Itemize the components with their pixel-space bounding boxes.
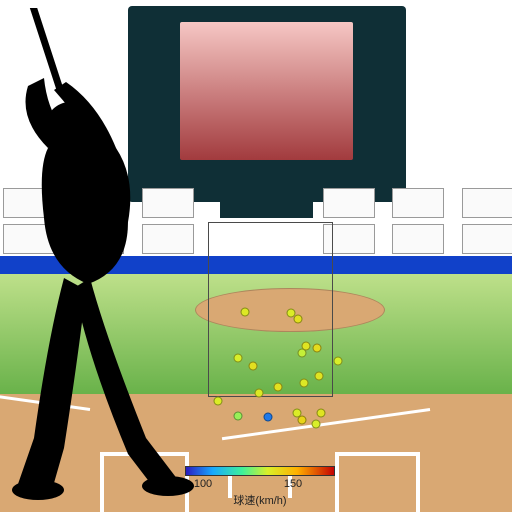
pitch-dot: [334, 357, 343, 366]
pitch-dot: [234, 412, 243, 421]
speed-colorbar: [185, 466, 335, 476]
pitch-dot: [241, 308, 250, 317]
pitch-dot: [315, 372, 324, 381]
pitch-dot: [249, 362, 258, 371]
pitch-dot: [312, 420, 321, 429]
pitch-dot: [313, 344, 322, 353]
pitch-dot: [234, 354, 243, 363]
colorbar-tick: 100: [194, 478, 212, 490]
pitch-dot: [298, 416, 307, 425]
pitch-dot: [255, 389, 264, 398]
scoreboard-stem: [220, 176, 313, 218]
pitch-dot: [317, 409, 326, 418]
speed-colorbar-label: 球速(km/h): [233, 492, 286, 508]
pitch-dot: [274, 383, 283, 392]
pitch-dot: [294, 315, 303, 324]
colorbar-tick: 150: [284, 478, 302, 490]
batter-silhouette: [0, 8, 228, 508]
pitch-dot: [302, 342, 311, 351]
pitch-dot: [264, 413, 273, 422]
pitch-dot: [300, 379, 309, 388]
